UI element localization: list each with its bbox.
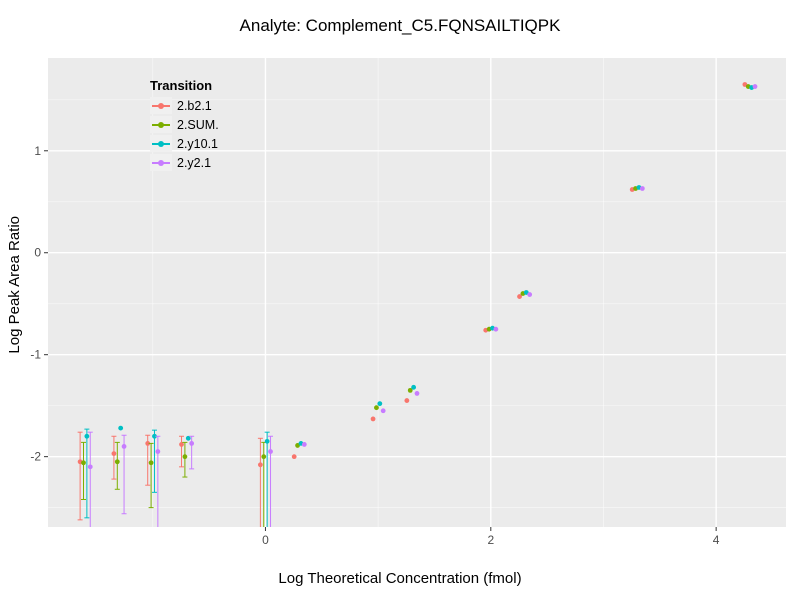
legend-key-icon [150,116,172,133]
data-point [182,454,188,460]
legend-label: 2.y2.1 [177,155,212,170]
data-point [118,425,124,431]
data-point [145,440,151,446]
data-point [81,460,86,466]
data-point [291,454,297,460]
data-point [114,459,120,465]
series-2.SUM. [80,84,751,527]
data-point [189,440,195,446]
legend-key-icon [150,154,172,171]
data-point [84,433,90,439]
data-point [301,442,307,447]
x-tick-label: 0 [262,533,269,547]
data-point [414,391,420,396]
data-point [377,401,383,407]
legend-item-2.SUM.: 2.SUM. [150,115,219,134]
legend-key-icon [150,97,172,114]
legend-label: 2.SUM. [177,117,219,132]
data-point [268,449,273,454]
legend-item-2.y2.1: 2.y2.1 [150,153,219,172]
y-tick-label: -1 [30,348,41,362]
data-point [380,408,386,414]
y-tick-label: 1 [34,144,41,158]
legend-title: Transition [150,78,213,93]
legend-item-2.b2.1: 2.b2.1 [150,96,219,115]
data-point [155,449,161,454]
data-point [493,326,499,332]
legend-label: 2.y10.1 [177,136,219,151]
data-point [639,186,645,191]
data-point [527,292,533,297]
y-axis-label: Log Peak Area Ratio [6,216,23,354]
data-point [374,405,379,411]
data-point [411,384,417,390]
data-point [152,433,157,439]
data-point [517,294,522,299]
y-tick-label: -2 [30,450,41,464]
data-point [752,84,758,89]
x-tick-label: 2 [487,533,494,547]
data-point [257,462,263,468]
legend: Transition 2.b2.1 2.SUM. 2.y10.1 2.y2.1 [150,78,219,172]
data-point [121,444,127,449]
legend-label: 2.b2.1 [177,98,212,113]
x-axis-label: Log Theoretical Concentration (fmol) [278,570,522,587]
data-point [87,464,93,470]
legend-item-2.y10.1: 2.y10.1 [150,134,219,153]
series-2.y2.1 [87,84,758,527]
series-2.b2.1 [77,82,748,527]
data-point [404,398,410,403]
data-point [261,454,267,460]
data-point [264,438,270,444]
data-point [407,387,413,393]
legend-items: 2.b2.1 2.SUM. 2.y10.1 2.y2.1 [150,96,219,172]
legend-key-icon [150,135,172,152]
y-tick-label: 0 [34,246,41,260]
data-point [148,460,154,466]
chart-title: Analyte: Complement_C5.FQNSAILTIQPK [239,16,561,35]
data-point [185,435,191,441]
x-tick-label: 4 [713,533,720,547]
data-point [111,451,117,456]
data-point [179,442,184,447]
data-point [370,416,376,422]
